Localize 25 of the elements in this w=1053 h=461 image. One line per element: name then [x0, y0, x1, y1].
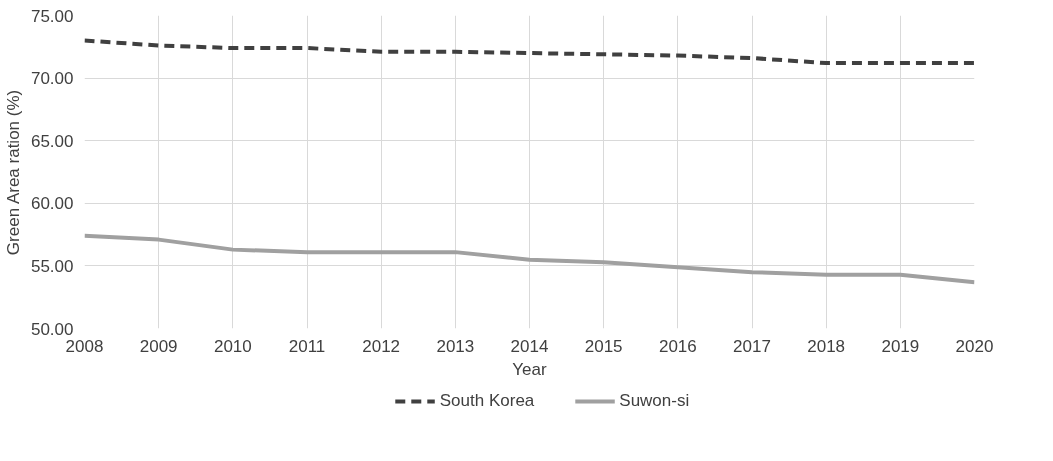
x-tick-label: 2014	[510, 336, 549, 356]
x-tick-label: 2012	[362, 336, 401, 356]
x-tick-label: 2013	[436, 336, 475, 356]
x-tick-label: 2010	[213, 336, 252, 356]
x-tick-label: 2015	[584, 336, 623, 356]
x-tick-label: 2018	[807, 336, 846, 356]
y-tick-label: 60.00	[30, 194, 74, 214]
y-tick-label: 70.00	[30, 69, 74, 89]
x-tick-label: 2019	[881, 336, 920, 356]
x-tick-label: 2009	[139, 336, 178, 356]
y-tick-label: 75.00	[30, 6, 74, 26]
legend-label: Suwon-si	[619, 391, 690, 411]
x-axis-title: Year	[512, 359, 548, 379]
x-tick-label: 2020	[955, 336, 994, 356]
legend-label: South Korea	[439, 391, 535, 411]
line-series	[84, 233, 975, 285]
x-tick-label: 2011	[288, 336, 326, 356]
line-series	[84, 38, 975, 66]
y-tick-label: 55.00	[30, 256, 74, 276]
y-tick-label: 50.00	[30, 319, 74, 339]
x-tick-label: 2008	[65, 336, 104, 356]
x-tick-label: 2017	[733, 336, 771, 356]
x-tick-label: 2016	[658, 336, 697, 356]
y-axis-title: Green Area ration (%)	[3, 89, 23, 256]
y-tick-label: 65.00	[30, 131, 74, 151]
